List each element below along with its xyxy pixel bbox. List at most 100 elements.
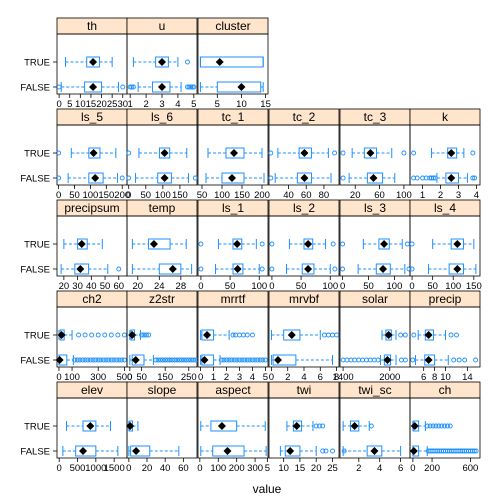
outlier-point — [268, 150, 274, 156]
x-tick-label: 15 — [295, 463, 306, 474]
panel-precip: precip 6 8 10 14 — [409, 290, 481, 383]
y-tick-label-true: TRUE — [24, 58, 50, 69]
x-tick-label: 0 — [57, 463, 62, 474]
x-tick-label: 50 — [136, 372, 147, 383]
outlier-point — [470, 175, 476, 181]
panel-frame-twi — [268, 397, 340, 459]
x-tick-label: 50 — [69, 190, 80, 201]
box-u-true — [132, 56, 190, 68]
outlier-point — [411, 150, 417, 156]
x-tick-label: 0 — [269, 281, 274, 292]
median-marker — [55, 356, 64, 364]
outlier-point — [432, 175, 438, 181]
panel-cluster: cluster 5 10 15 — [197, 17, 271, 110]
median-marker — [304, 240, 313, 248]
x-tick-label: 200 — [254, 190, 270, 201]
panel-z2str: z2str 0 50 150 250 — [126, 290, 199, 383]
outlier-point — [76, 332, 82, 338]
iqr-box — [155, 56, 169, 68]
panel-ls_2: ls_2 0 50 100 — [268, 199, 340, 292]
panel-frame-ls_3 — [339, 215, 411, 277]
median-marker — [77, 240, 86, 248]
box-ls_2-false — [269, 263, 338, 275]
outlier-point — [269, 241, 275, 247]
outlier-point — [471, 448, 477, 454]
box-elev-true — [66, 420, 112, 432]
x-tick-label: 3 — [159, 99, 164, 110]
outlier-point — [473, 357, 479, 363]
iqr-box — [375, 263, 391, 275]
iqr-box — [77, 238, 88, 250]
outlier-point — [398, 332, 404, 338]
iqr-box — [445, 172, 459, 184]
x-tick-label: 14 — [462, 372, 473, 383]
outlier-point — [262, 357, 268, 363]
iqr-box — [212, 445, 245, 457]
iqr-box — [221, 172, 245, 184]
panel-mrvbf: mrvbf 0 2 4 6 8 — [268, 290, 340, 383]
outlier-point — [183, 357, 189, 363]
box-ls_6-false — [126, 172, 198, 184]
iqr-box — [158, 147, 171, 159]
panel-slope: slope 0 20 40 60 — [126, 381, 198, 474]
outlier-point — [332, 150, 338, 156]
outlier-point — [424, 423, 430, 429]
outlier-point — [257, 357, 263, 363]
iqr-box — [448, 263, 465, 275]
median-marker — [273, 356, 282, 364]
panel-frame-ls_6 — [126, 124, 198, 186]
strip-label-ch: ch — [439, 383, 452, 397]
x-tick-label: 6 — [318, 372, 323, 383]
outlier-point — [120, 84, 126, 90]
x-tick-label: 25 — [327, 463, 338, 474]
outlier-point — [191, 84, 197, 90]
outlier-point — [433, 423, 439, 429]
iqr-box — [303, 238, 314, 250]
panel-th: th 0 5 10 15 20 25 30 TRUE FALSE — [20, 17, 128, 110]
outlier-point — [143, 332, 149, 338]
outlier-point — [74, 357, 80, 363]
box-slope-false — [128, 445, 180, 457]
outlier-point — [192, 175, 198, 181]
median-marker — [86, 422, 95, 430]
x-tick-label: 80 — [319, 190, 330, 201]
x-tick-label: 15 — [86, 99, 97, 110]
iqr-box — [210, 420, 238, 432]
x-tick-label: 10 — [75, 99, 86, 110]
outlier-point — [95, 332, 101, 338]
outlier-point — [181, 357, 187, 363]
outlier-point — [436, 423, 442, 429]
x-tick-label: 50 — [140, 190, 151, 201]
x-tick-label: 100 — [210, 463, 226, 474]
x-tick-label: 100 — [251, 281, 267, 292]
outlier-point — [233, 332, 239, 338]
iqr-box — [216, 81, 262, 93]
x-tick-label: 200 — [229, 463, 245, 474]
panel-precipsum: precipsum 20 30 40 50 60 TRUE FALSE — [20, 199, 128, 292]
strip-label-tc_1: tc_1 — [222, 110, 245, 124]
x-tick-label: 20 — [311, 463, 322, 474]
median-marker — [217, 422, 226, 430]
outlier-point — [87, 357, 93, 363]
panel-tc_3: tc_3 20 60 100 — [339, 108, 412, 201]
outlier-point — [191, 357, 196, 363]
median-marker — [89, 83, 98, 91]
median-marker — [424, 356, 433, 364]
outlier-point — [179, 357, 185, 363]
box-ls_1-true — [198, 238, 265, 250]
outlier-point — [402, 357, 408, 363]
outlier-point — [108, 332, 114, 338]
iqr-box — [82, 420, 97, 432]
strip-label-ls_6: ls_6 — [151, 110, 173, 124]
outlier-point — [115, 332, 121, 338]
y-tick-label-false: FALSE — [20, 265, 50, 276]
strip-label-k: k — [442, 110, 449, 124]
x-tick-label: 6 — [421, 372, 426, 383]
x-tick-label: 24 — [154, 281, 165, 292]
x-tick-label: 2 — [285, 372, 290, 383]
x-tick-label: 200 — [114, 190, 130, 201]
x-tick-label: 50 — [427, 281, 438, 292]
x-tick-label: 20 — [142, 463, 153, 474]
y-tick-label-true: TRUE — [24, 422, 50, 433]
